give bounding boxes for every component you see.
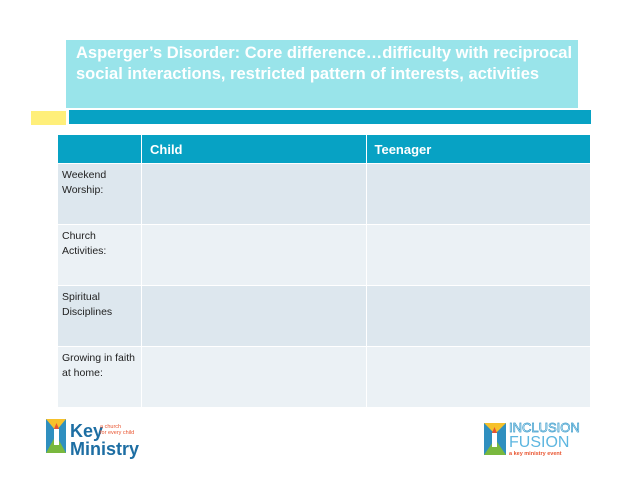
cell-child [141,224,367,286]
yellow-accent-bar [31,111,66,125]
logo-right-line1: INCLUSION [509,420,580,435]
cell-child [141,346,367,408]
row-label: Growing in faith at home: [57,346,142,408]
inclusion-fusion-logo: INCLUSION FUSION a key ministry event [484,420,580,457]
row-label: Weekend Worship: [57,163,142,225]
row-label: Church Activities: [57,224,142,286]
header-teenager: Teenager [365,134,591,164]
header-child: Child [141,134,367,164]
activity-table: Child Teenager Weekend Worship: Church A… [57,134,591,408]
logo-left-tagline2: for every child [100,430,134,436]
inclusion-fusion-mark-icon [484,423,506,455]
table-row: Church Activities: [57,224,591,286]
key-ministry-mark-icon [46,419,66,453]
cell-child [141,163,367,225]
title-box [66,40,578,108]
cell-teenager [365,224,591,286]
logo-left-line1: Key [70,421,103,441]
cell-teenager [365,285,591,347]
table-row: Spiritual Disciplines [57,285,591,347]
teal-accent-bar [69,110,591,124]
cell-teenager [365,346,591,408]
row-label: Spiritual Disciplines [57,285,142,347]
key-ministry-logo: Key Ministry a church for every child [46,419,139,459]
table-row: Growing in faith at home: [57,346,591,408]
logo-left-line2: Ministry [70,439,139,459]
logo-right-line2: FUSION [509,434,569,451]
cell-teenager [365,163,591,225]
header-empty [57,134,142,164]
cell-child [141,285,367,347]
slide-title: Asperger’s Disorder: Core difference…dif… [76,44,573,83]
table-row: Weekend Worship: [57,163,591,225]
table-header-row: Child Teenager [57,134,591,164]
logo-right-tagline: a key ministry event [509,451,562,457]
logo-left-tagline1: a church [100,424,121,430]
